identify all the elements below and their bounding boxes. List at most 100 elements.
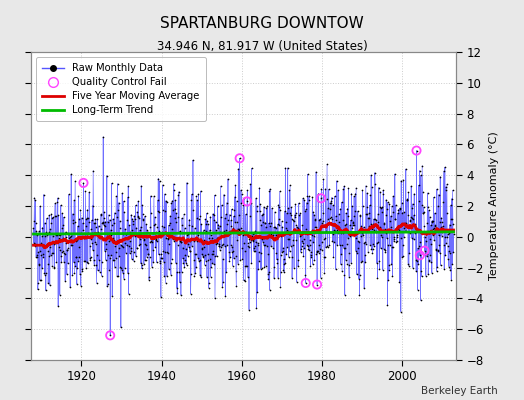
Point [185,247,194,254]
Point [324,205,332,212]
Point [348,222,357,228]
Text: Berkeley Earth: Berkeley Earth [421,386,498,396]
Point [444,248,453,254]
Point [337,250,346,257]
Point [151,229,160,236]
Point [373,240,381,246]
Point [206,273,215,280]
Point [184,244,193,250]
Point [344,235,352,241]
Point [275,216,283,222]
Point [121,265,129,271]
Point [359,224,368,231]
Point [56,292,64,298]
Point [132,202,140,208]
Point [213,240,222,246]
Point [245,307,253,313]
Point [106,332,114,338]
Point [208,260,216,266]
Point [299,240,307,246]
Point [143,254,151,260]
Point [112,193,121,200]
Point [381,247,389,253]
Point [324,216,333,222]
Point [285,187,293,194]
Point [369,216,378,222]
Point [196,188,205,194]
Point [180,264,189,270]
Point [99,219,107,226]
Point [183,180,191,186]
Point [431,225,440,231]
Point [314,190,323,197]
Point [55,235,63,242]
Point [320,236,328,242]
Point [290,212,299,218]
Point [377,245,385,252]
Point [73,265,82,271]
Point [166,219,174,226]
Point [433,186,441,192]
Point [160,273,168,279]
Point [342,220,351,227]
Point [289,237,297,243]
Point [266,186,274,192]
Point [348,203,356,209]
Point [367,246,376,252]
Point [51,200,59,207]
Point [34,249,42,255]
Point [412,254,421,261]
Text: SPARTANBURG DOWNTOW: SPARTANBURG DOWNTOW [160,16,364,31]
Point [425,236,434,242]
Point [86,254,95,261]
Point [299,253,308,259]
Point [375,266,384,272]
Point [204,257,213,264]
Point [378,234,386,240]
Point [444,243,452,249]
Point [141,257,150,263]
Point [49,232,57,239]
Point [224,176,232,182]
Point [232,268,240,274]
Point [43,232,51,238]
Point [399,252,407,259]
Point [228,248,236,255]
Point [343,241,351,248]
Point [110,257,118,263]
Point [336,261,345,268]
Point [166,213,174,219]
Point [155,209,163,215]
Point [67,242,75,249]
Point [405,262,413,269]
Point [180,225,189,231]
Point [298,243,306,249]
Point [366,192,375,198]
Point [132,224,140,231]
Point [376,204,384,210]
Point [174,188,183,195]
Point [430,225,438,231]
Point [369,241,377,248]
Point [438,232,446,239]
Point [325,219,333,225]
Point [249,248,258,254]
Point [364,215,373,221]
Point [264,251,272,257]
Point [267,243,275,250]
Point [167,226,176,232]
Point [395,279,403,286]
Point [216,183,225,189]
Point [53,199,61,206]
Point [234,226,242,232]
Point [268,232,277,238]
Point [101,248,109,254]
Point [259,242,268,248]
Point [339,230,347,236]
Point [347,232,356,239]
Point [274,202,282,208]
Point [363,211,371,217]
Point [121,240,129,246]
Point [389,209,398,215]
Point [137,183,146,189]
